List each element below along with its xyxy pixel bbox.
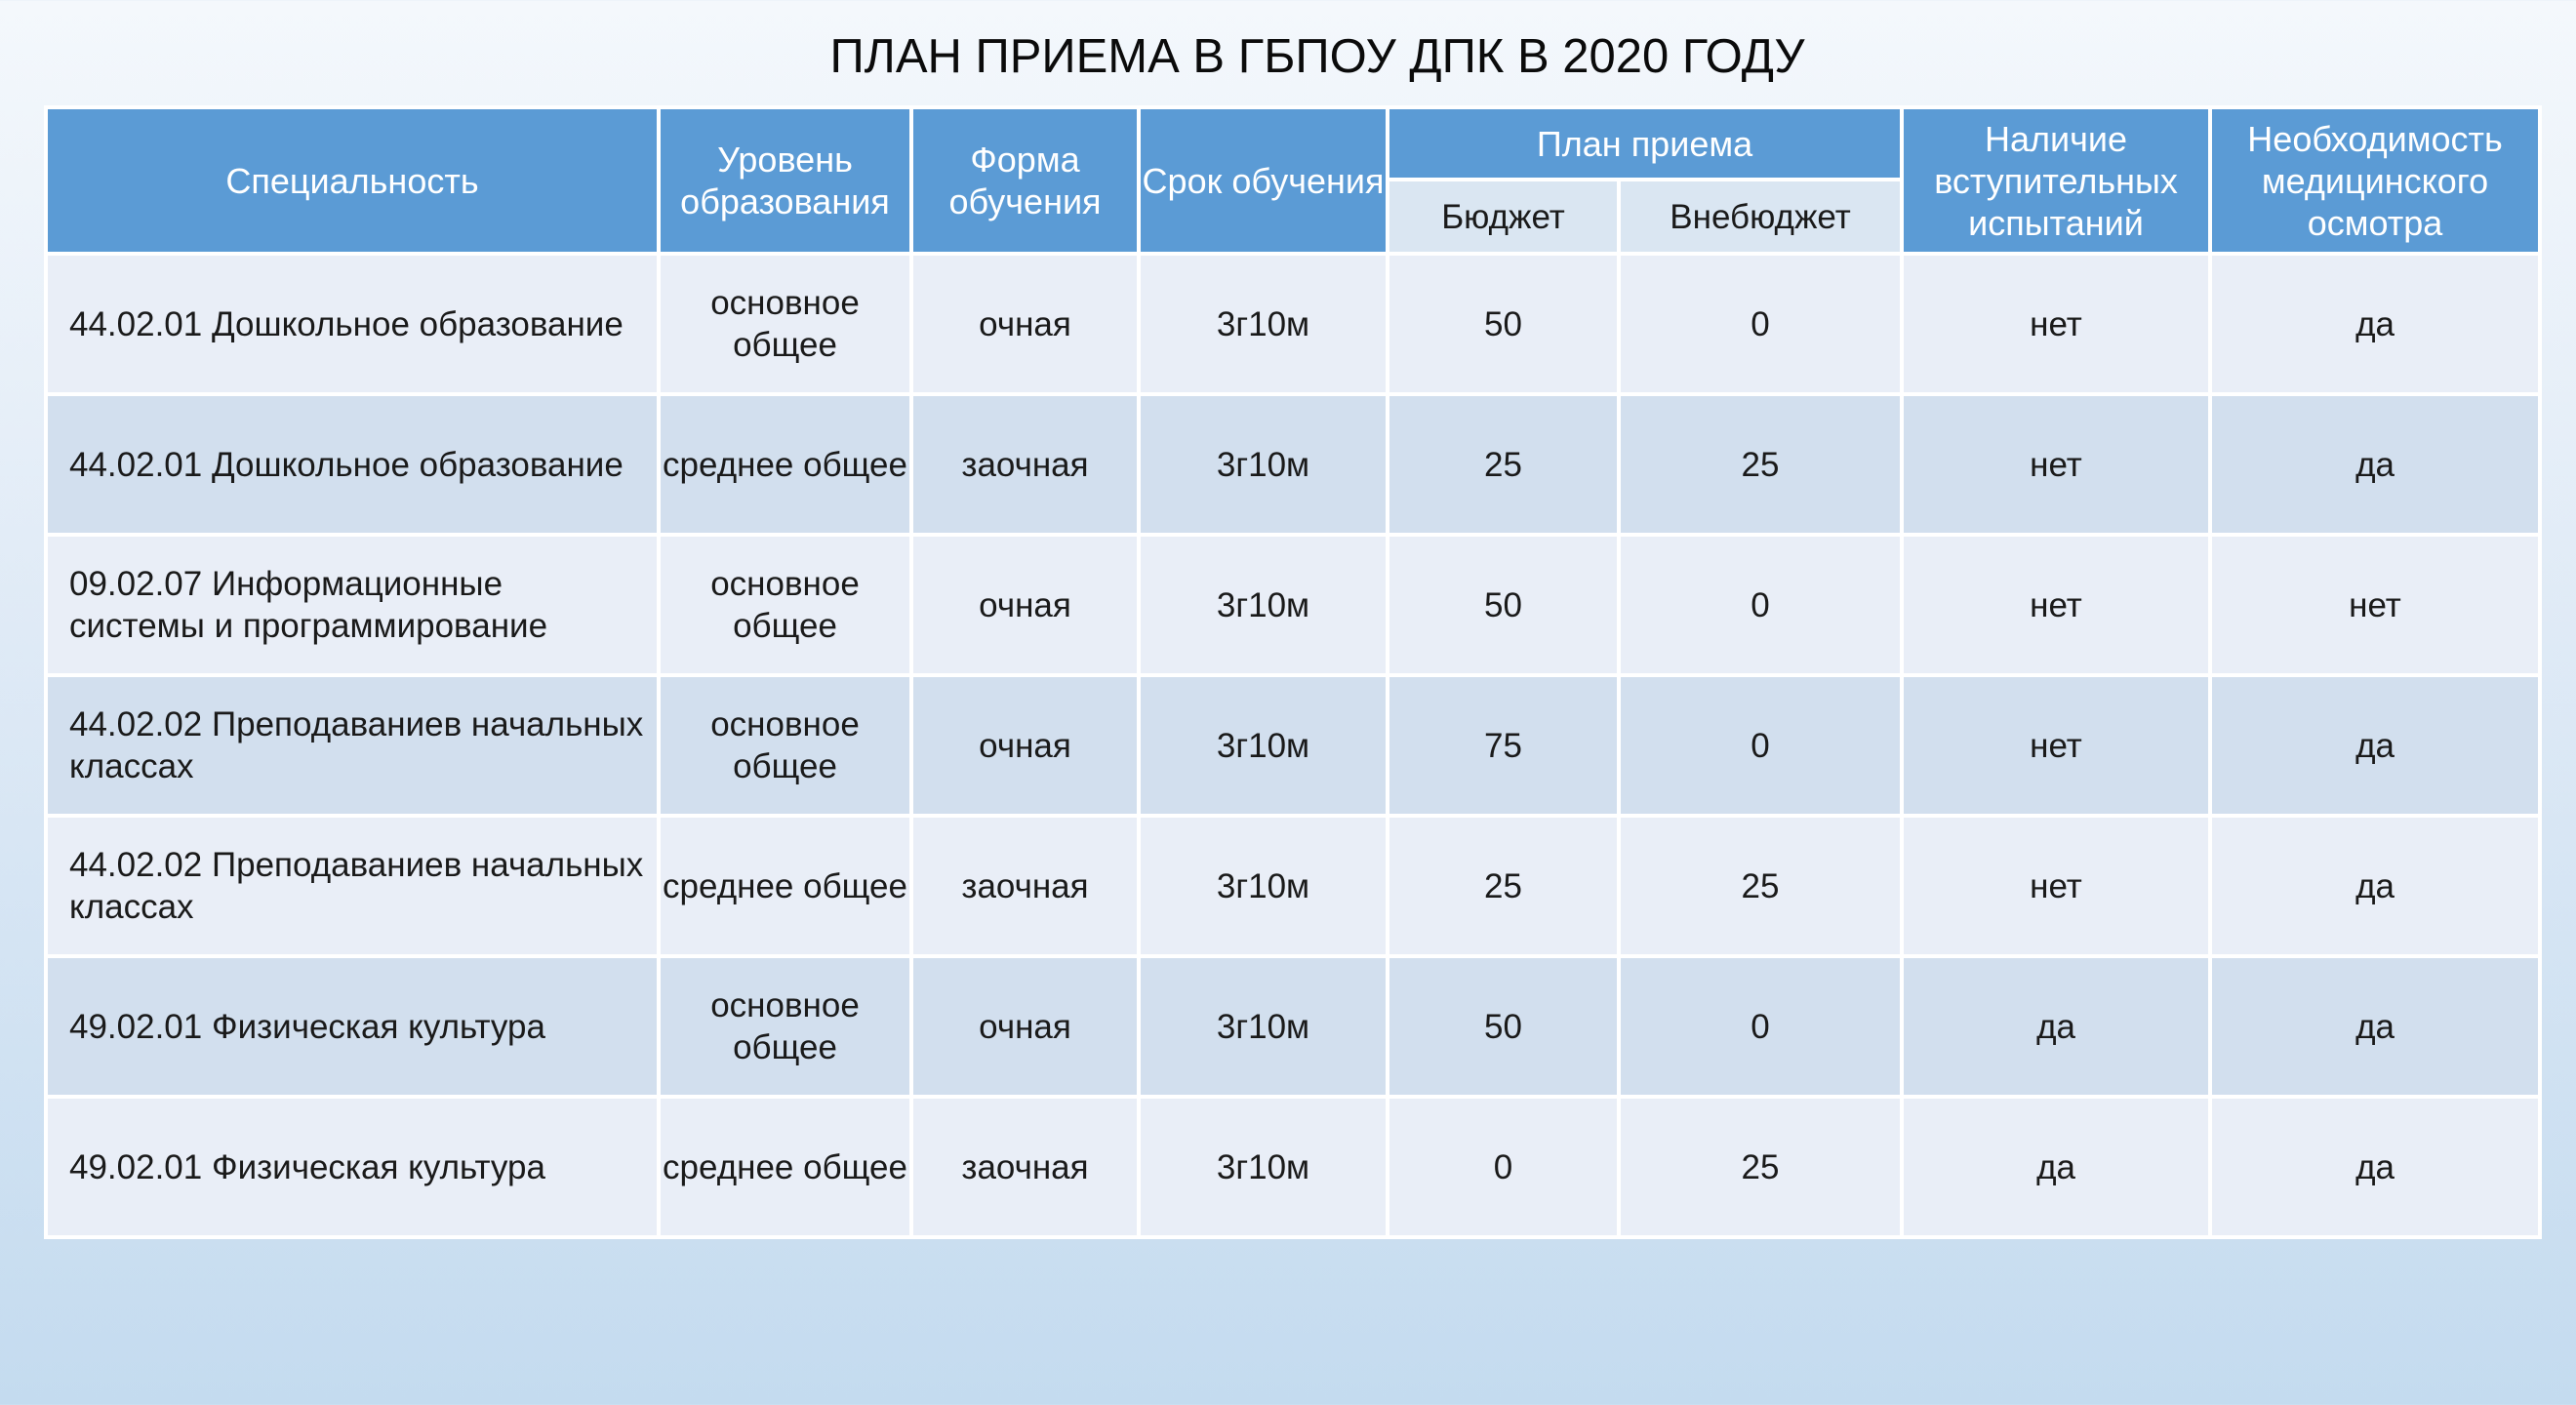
cell-specialty: 44.02.01 Дошкольное образование <box>44 392 661 537</box>
cell-specialty: 44.02.02 Преподаваниев начальных классах <box>44 814 661 958</box>
page-title: ПЛАН ПРИЕМА В ГБПОУ ДПК В 2020 ГОДУ <box>829 30 1805 83</box>
cell-form: очная <box>909 533 1141 677</box>
cell-form: заочная <box>909 1095 1141 1239</box>
header-plan: План приема <box>1385 105 1905 181</box>
subheader-row: Бюджет Внебюджет <box>46 178 2540 256</box>
cell-budget: 50 <box>1386 533 1621 677</box>
cell-budget: 50 <box>1386 954 1621 1099</box>
cell-level: основное общее <box>657 533 913 677</box>
cell-duration: 3г10м <box>1137 814 1389 958</box>
cell-duration: 3г10м <box>1137 673 1389 818</box>
header-level: Уровень образования <box>657 105 913 256</box>
cell-medical: нет <box>2208 533 2543 677</box>
cell-budget: 25 <box>1386 392 1621 537</box>
table-row: 44.02.01 Дошкольное образование основное… <box>44 252 2543 396</box>
cell-exams: да <box>1900 1095 2213 1239</box>
cell-exams: нет <box>1900 392 2213 537</box>
header-budget: Бюджет <box>1386 178 1621 256</box>
table-row: 44.02.01 Дошкольное образование среднее … <box>44 392 2543 537</box>
cell-duration: 3г10м <box>1137 1095 1389 1239</box>
cell-specialty: 09.02.07 Информационные системы и програ… <box>44 533 661 677</box>
table-row: 49.02.01 Физическая культура основное об… <box>44 954 2543 1099</box>
cell-medical: да <box>2208 814 2543 958</box>
cell-exams: нет <box>1900 673 2213 818</box>
header-specialty: Специальность <box>44 105 661 256</box>
cell-level: основное общее <box>657 673 913 818</box>
cell-specialty: 49.02.01 Физическая культура <box>44 1095 661 1239</box>
cell-exams: нет <box>1900 252 2213 396</box>
cell-duration: 3г10м <box>1137 954 1389 1099</box>
cell-budget: 0 <box>1386 1095 1621 1239</box>
header-medical: Необходимость медицинского осмотра <box>2208 105 2543 256</box>
table-row: 44.02.02 Преподаваниев начальных классах… <box>44 814 2543 958</box>
cell-nonbudget: 25 <box>1616 814 1905 958</box>
cell-specialty: 44.02.01 Дошкольное образование <box>44 252 661 396</box>
header-nonbudget: Внебюджет <box>1616 178 1905 256</box>
cell-form: заочная <box>909 814 1141 958</box>
cell-form: очная <box>909 954 1141 1099</box>
cell-exams: нет <box>1900 814 2213 958</box>
cell-duration: 3г10м <box>1137 252 1389 396</box>
header-duration: Срок обучения <box>1137 105 1389 256</box>
cell-duration: 3г10м <box>1137 533 1389 677</box>
cell-medical: да <box>2208 252 2543 396</box>
cell-nonbudget: 25 <box>1616 392 1905 537</box>
cell-budget: 75 <box>1386 673 1621 818</box>
cell-nonbudget: 25 <box>1616 1095 1905 1239</box>
cell-level: среднее общее <box>657 392 913 537</box>
cell-level: среднее общее <box>657 814 913 958</box>
cell-medical: да <box>2208 954 2543 1099</box>
admission-plan-table: Специальность Уровень образования Форма … <box>44 105 2543 1239</box>
header-form: Форма обучения <box>909 105 1141 256</box>
cell-medical: да <box>2208 392 2543 537</box>
table-row: 44.02.02 Преподаваниев начальных классах… <box>44 673 2543 818</box>
cell-nonbudget: 0 <box>1616 252 1905 396</box>
cell-level: основное общее <box>657 954 913 1099</box>
table-row: 09.02.07 Информационные системы и програ… <box>44 533 2543 677</box>
cell-nonbudget: 0 <box>1616 673 1905 818</box>
header-row: Специальность Уровень образования Форма … <box>44 105 2543 256</box>
cell-form: очная <box>909 673 1141 818</box>
cell-specialty: 44.02.02 Преподаваниев начальных классах <box>44 673 661 818</box>
cell-nonbudget: 0 <box>1616 533 1905 677</box>
cell-exams: нет <box>1900 533 2213 677</box>
header-exams: Наличие вступительных испытаний <box>1900 105 2213 256</box>
cell-level: среднее общее <box>657 1095 913 1239</box>
cell-level: основное общее <box>657 252 913 396</box>
cell-medical: да <box>2208 673 2543 818</box>
cell-budget: 25 <box>1386 814 1621 958</box>
cell-exams: да <box>1900 954 2213 1099</box>
cell-budget: 50 <box>1386 252 1621 396</box>
table-row: 49.02.01 Физическая культура среднее общ… <box>44 1095 2543 1239</box>
cell-specialty: 49.02.01 Физическая культура <box>44 954 661 1099</box>
cell-duration: 3г10м <box>1137 392 1389 537</box>
cell-form: очная <box>909 252 1141 396</box>
cell-medical: да <box>2208 1095 2543 1239</box>
cell-nonbudget: 0 <box>1616 954 1905 1099</box>
cell-form: заочная <box>909 392 1141 537</box>
